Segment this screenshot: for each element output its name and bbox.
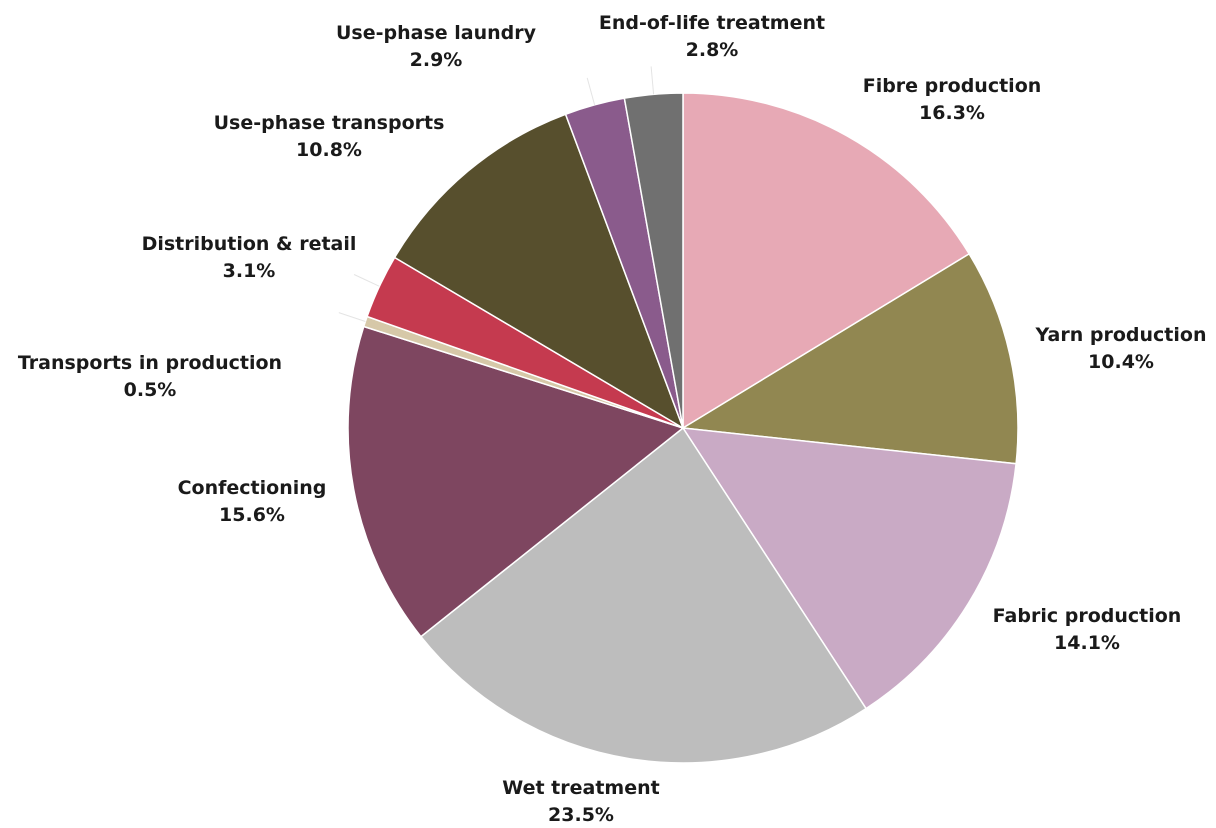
label-transports-in-production: Transports in production 0.5% (18, 352, 282, 401)
slice-name-label: End-of-life treatment (599, 12, 825, 34)
label-use-phase-transports: Use-phase transports 10.8% (214, 112, 445, 161)
slice-value-label: 0.5% (124, 379, 177, 401)
slice-name-label: Confectioning (178, 477, 327, 499)
label-yarn-production: Yarn production 10.4% (1035, 324, 1207, 373)
slice-confectioning (347, 325, 685, 638)
label-confectioning: Confectioning 15.6% (178, 477, 327, 526)
leader-line-end-of-life-treatment (650, 66, 655, 95)
slice-name-label: Wet treatment (502, 777, 659, 799)
leader-line-transports-in-production (338, 312, 366, 322)
leader-lines (338, 66, 655, 322)
slice-name-label: Fibre production (863, 75, 1042, 97)
slice-use-phase-transports (393, 113, 685, 430)
slice-value-label: 10.4% (1088, 351, 1154, 373)
label-distribution-and-retail: Distribution & retail 3.1% (142, 233, 357, 282)
slice-name-label: Transports in production (18, 352, 282, 374)
slice-yarn-production (680, 252, 1019, 465)
label-fibre-production: Fibre production 16.3% (863, 75, 1042, 124)
slice-value-label: 10.8% (296, 139, 362, 161)
label-fabric-production: Fabric production 14.1% (993, 605, 1182, 654)
slice-name-label: Yarn production (1035, 324, 1207, 346)
slice-name-label: Fabric production (993, 605, 1182, 627)
slice-value-label: 23.5% (548, 804, 614, 826)
slice-value-label: 15.6% (219, 504, 285, 526)
leader-line-distribution-and-retail (353, 274, 380, 287)
slice-value-label: 14.1% (1054, 632, 1120, 654)
label-end-of-life-treatment: End-of-life treatment 2.8% (599, 12, 825, 61)
slice-fabric-production (681, 427, 1017, 710)
slice-value-label: 2.9% (410, 49, 463, 71)
label-wet-treatment: Wet treatment 23.5% (502, 777, 659, 826)
slice-value-label: 2.8% (686, 39, 739, 61)
pie-labels: Fibre production 16.3% Yarn production 10.4… (18, 12, 1207, 826)
slice-wet-treatment (419, 426, 868, 764)
slice-name-label: Use-phase transports (214, 112, 445, 134)
slice-fibre-production (682, 92, 971, 430)
slice-name-label: Use-phase laundry (336, 22, 537, 44)
pie-slices (347, 92, 1019, 764)
leader-line-use-phase-laundry (586, 77, 596, 106)
slice-name-label: Distribution & retail (142, 233, 357, 255)
label-use-phase-laundry: Use-phase laundry 2.9% (336, 22, 537, 71)
slice-value-label: 3.1% (223, 260, 276, 282)
slice-value-label: 16.3% (919, 102, 985, 124)
